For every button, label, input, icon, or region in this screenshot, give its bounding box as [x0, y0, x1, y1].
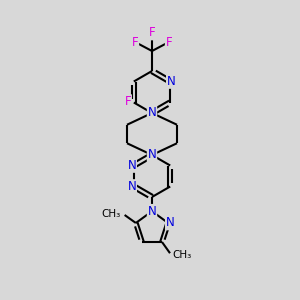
- Text: F: F: [149, 26, 155, 40]
- Text: N: N: [166, 217, 175, 230]
- Text: N: N: [148, 205, 156, 218]
- Text: CH₃: CH₃: [172, 250, 191, 260]
- Text: N: N: [128, 159, 136, 172]
- Text: F: F: [132, 35, 138, 49]
- Text: CH₃: CH₃: [101, 209, 121, 219]
- Text: F: F: [166, 35, 172, 49]
- Text: N: N: [148, 148, 156, 161]
- Text: N: N: [128, 180, 136, 193]
- Text: F: F: [124, 95, 131, 108]
- Text: N: N: [148, 106, 156, 119]
- Text: N: N: [167, 75, 176, 88]
